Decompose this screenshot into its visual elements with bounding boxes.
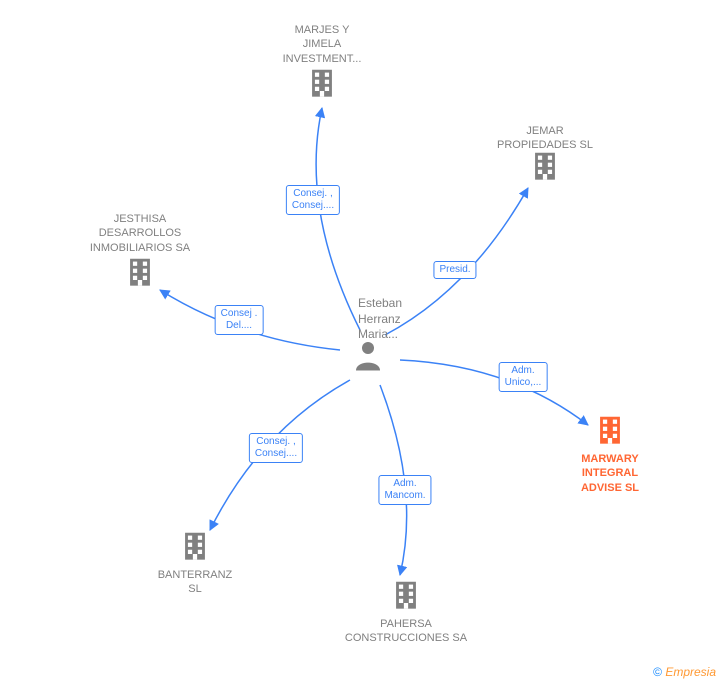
copyright-symbol: ©	[653, 665, 662, 679]
center-node-label[interactable]: EstebanHerranzMaria...	[358, 296, 402, 343]
node-label[interactable]: JEMARPROPIEDADES SL	[465, 124, 625, 153]
node-label[interactable]: JESTHISADESARROLLOSINMOBILIARIOS SA	[60, 212, 220, 255]
edge-label[interactable]: Consej. ,Consej....	[286, 185, 340, 215]
edge-label[interactable]: Consej .Del....	[215, 305, 264, 335]
building-icon[interactable]	[389, 578, 423, 617]
building-icon[interactable]	[305, 66, 339, 105]
building-icon[interactable]	[593, 413, 627, 452]
building-icon[interactable]	[528, 149, 562, 188]
node-label[interactable]: MARWARYINTEGRALADVISE SL	[530, 452, 690, 495]
edge-label[interactable]: Adm.Mancom.	[378, 475, 431, 505]
edge-label[interactable]: Consej. ,Consej....	[249, 433, 303, 463]
building-icon[interactable]	[123, 255, 157, 294]
building-icon[interactable]	[178, 529, 212, 568]
edge-label[interactable]: Presid.	[433, 261, 476, 279]
node-label[interactable]: PAHERSACONSTRUCCIONES SA	[326, 617, 486, 646]
edge-label[interactable]: Adm.Unico,...	[499, 362, 548, 392]
node-label[interactable]: BANTERRANZSL	[115, 568, 275, 597]
person-icon[interactable]	[350, 338, 386, 379]
brand-name: Empresia	[665, 665, 716, 679]
node-label[interactable]: MARJES YJIMELAINVESTMENT...	[242, 23, 402, 66]
footer: © Empresia	[653, 665, 716, 679]
edge-line	[316, 108, 360, 330]
edge-line	[400, 360, 588, 425]
